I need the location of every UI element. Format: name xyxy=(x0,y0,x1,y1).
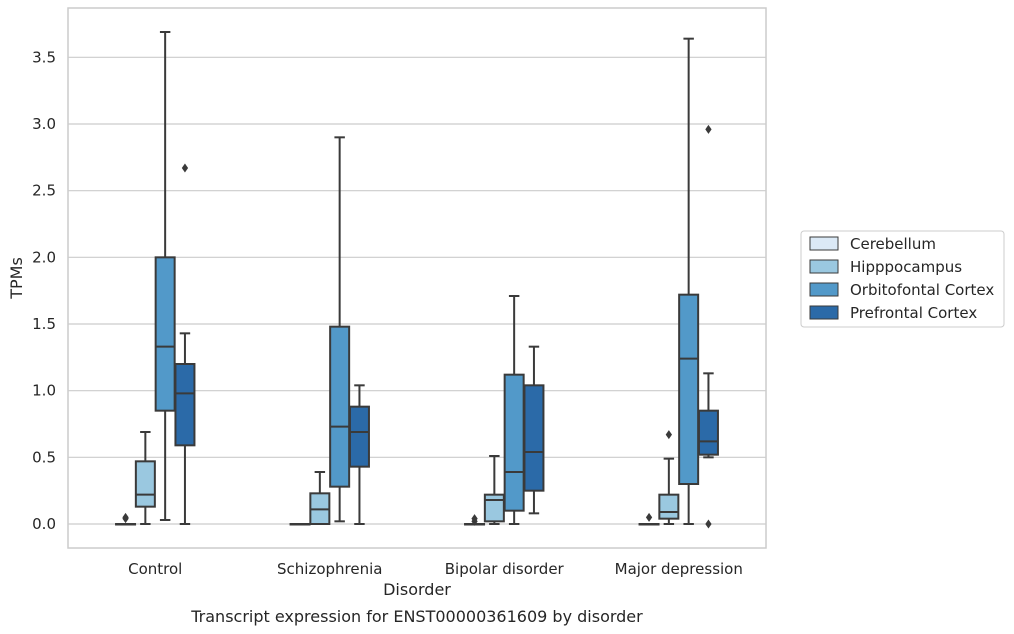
box-iqr xyxy=(697,409,719,456)
legend-label: Hipppocampus xyxy=(850,258,962,276)
x-axis-title: Disorder xyxy=(383,580,451,599)
box-iqr xyxy=(329,325,351,488)
box-prefrontal-cortex xyxy=(348,384,370,525)
box-prefrontal-cortex xyxy=(697,124,719,529)
box-cerebellum xyxy=(289,523,311,526)
outlier-point xyxy=(645,512,653,522)
box-prefrontal-cortex xyxy=(523,345,545,515)
y-tick-label: 1.5 xyxy=(32,315,56,333)
box-orbitofontal-cortex xyxy=(154,31,176,521)
box-iqr xyxy=(348,405,370,468)
y-axis-title: TPMs xyxy=(7,257,26,300)
legend-swatch xyxy=(809,282,839,297)
chart-caption: Transcript expression for ENST0000036160… xyxy=(190,607,643,626)
legend-label: Cerebellum xyxy=(850,235,936,253)
box-prefrontal-cortex xyxy=(174,163,196,525)
outlier-point xyxy=(705,519,712,529)
box-orbitofontal-cortex xyxy=(329,136,351,523)
x-tick-labels: Control Schizophrenia Bipolar disorder Majo… xyxy=(128,560,743,578)
outlier-point xyxy=(471,514,478,524)
box-orbitofontal-cortex xyxy=(678,37,700,525)
boxes-layer xyxy=(115,31,719,529)
legend-label: Orbitofontal Cortex xyxy=(850,281,994,299)
box-iqr xyxy=(658,493,680,520)
box-cerebellum xyxy=(115,512,137,526)
box-iqr xyxy=(154,256,176,412)
y-tick-label: 0.0 xyxy=(32,515,56,533)
y-tick-label: 3.5 xyxy=(32,48,56,66)
x-tick-label: Bipolar disorder xyxy=(445,560,565,578)
box-hipppocampus xyxy=(658,430,680,525)
x-tick-label: Schizophrenia xyxy=(277,560,382,578)
box-hipppocampus xyxy=(309,471,331,526)
y-tick-label: 0.5 xyxy=(32,448,56,466)
box-cerebellum xyxy=(638,512,660,526)
box-iqr xyxy=(483,493,505,523)
y-tick-label: 2.5 xyxy=(32,182,56,200)
box-hipppocampus xyxy=(134,431,156,525)
legend-label: Prefrontal Cortex xyxy=(850,304,977,322)
legend-swatch xyxy=(809,236,839,251)
legend-swatch xyxy=(809,305,839,320)
box-hipppocampus xyxy=(483,455,505,525)
box-iqr xyxy=(678,293,700,485)
legend-swatch xyxy=(809,259,839,274)
outlier-point xyxy=(181,163,189,173)
box-iqr xyxy=(523,384,545,492)
x-tick-label: Control xyxy=(128,560,182,578)
box-cerebellum xyxy=(464,514,486,526)
outlier-point xyxy=(665,430,672,440)
box-orbitofontal-cortex xyxy=(503,295,525,525)
y-tick-label: 2.0 xyxy=(32,248,56,266)
box-iqr xyxy=(174,363,196,447)
outlier-point xyxy=(705,124,712,134)
y-tick-labels: 0.0 0.5 1.0 1.5 2.0 2.5 3.0 3.5 xyxy=(32,48,56,533)
x-tick-label: Major depression xyxy=(615,560,743,578)
legend-frame xyxy=(800,230,1005,328)
outlier-point xyxy=(122,512,129,522)
y-tick-label: 3.0 xyxy=(32,115,56,133)
box-iqr xyxy=(134,460,156,508)
box-iqr xyxy=(503,373,525,512)
plot-frame xyxy=(67,7,767,549)
legend: Cerebellum Hipppocampus Orbitofontal Corte… xyxy=(800,230,1005,328)
y-tick-label: 1.0 xyxy=(32,382,56,400)
